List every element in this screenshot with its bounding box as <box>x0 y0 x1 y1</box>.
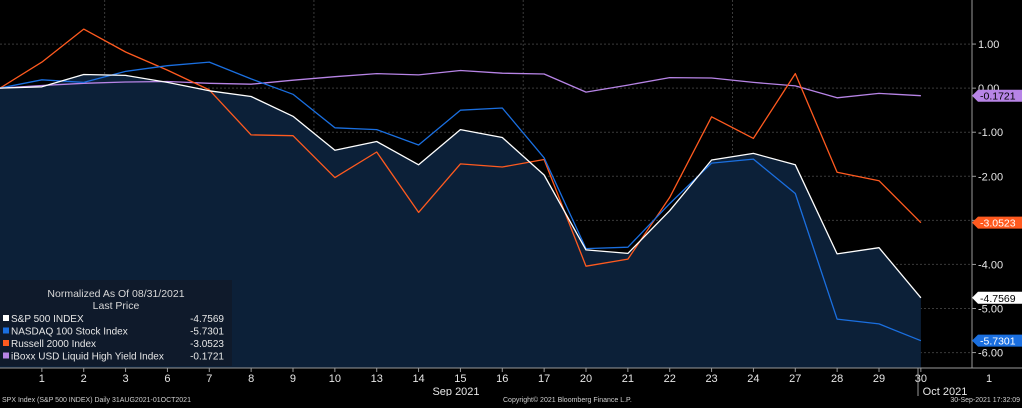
legend-series-value: -3.0523 <box>190 339 224 350</box>
x-tick-label: 8 <box>248 373 254 385</box>
x-tick-label: 20 <box>580 373 592 385</box>
last-value-tag-bg <box>972 89 1022 102</box>
footer-bar: SPX Index (S&P 500 INDEX) Daily 31AUG202… <box>0 396 1022 408</box>
x-tick-label: 27 <box>789 373 801 385</box>
x-tick-label: 16 <box>496 373 508 385</box>
y-tick-label: -1.00 <box>978 127 1003 139</box>
x-tick-label: 28 <box>831 373 843 385</box>
x-tick-label: 13 <box>371 373 383 385</box>
legend-series-name: iBoxx USD Liquid High Yield Index <box>11 352 164 363</box>
y-tick-label: -4.00 <box>978 259 1003 271</box>
last-value-tag-bg <box>972 334 1022 347</box>
y-tick-label: -6.00 <box>978 348 1003 360</box>
x-group-label: Oct 2021 <box>923 386 968 396</box>
last-value-tag-bg <box>972 216 1022 229</box>
x-tick-label: 22 <box>664 373 676 385</box>
last-value-tag: -3.0523 <box>972 216 1022 230</box>
footer-timestamp: 30-Sep-2021 17:32:09 <box>950 397 1020 404</box>
x-tick-label: 6 <box>164 373 170 385</box>
x-tick-label: 21 <box>622 373 634 385</box>
x-tick-label: 15 <box>454 373 466 385</box>
footer-copyright: Copyright© 2021 Bloomberg Finance L.P. <box>503 397 632 404</box>
series-line-iboxx-usd-liquid-high-yield-index <box>0 69 921 99</box>
footer-security-info: SPX Index (S&P 500 INDEX) Daily 31AUG202… <box>2 397 191 404</box>
x-tick-label: 1 <box>986 373 992 385</box>
last-value-tag-label: -3.0523 <box>980 218 1016 230</box>
y-tick-label: -5.00 <box>978 304 1003 316</box>
legend-swatch <box>3 340 9 346</box>
legend-series-name: S&P 500 INDEX <box>11 314 84 325</box>
x-tick-label: 29 <box>873 373 885 385</box>
legend-subtitle: Last Price <box>93 300 140 312</box>
legend-swatch <box>3 352 9 359</box>
x-tick-label: 17 <box>538 373 550 385</box>
last-value-tag-bg <box>972 291 1022 304</box>
legend-series-name: Russell 2000 Index <box>11 339 96 350</box>
x-group-label: Sep 2021 <box>432 386 479 396</box>
legend-swatch <box>3 315 9 321</box>
legend-swatch <box>3 327 9 334</box>
x-tick-label: 14 <box>412 373 424 385</box>
last-value-tag-label: -4.7569 <box>980 293 1016 305</box>
series-line-s-p-500-index <box>0 73 922 299</box>
last-value-tag: -0.1721 <box>972 89 1022 103</box>
last-value-tag-label: -5.7301 <box>980 336 1016 348</box>
y-tick-label: -2.00 <box>978 171 1003 183</box>
x-tick-label: 7 <box>206 373 212 385</box>
last-value-tag: -4.7569 <box>972 291 1022 305</box>
x-tick-label: 3 <box>123 373 129 385</box>
series-lines <box>0 28 922 342</box>
legend-series-value: -0.1721 <box>190 352 224 363</box>
legend-title: Normalized As Of 08/31/2021 <box>47 288 184 300</box>
x-tick-label: 9 <box>290 373 296 385</box>
legend-box <box>0 280 232 366</box>
axes: 1.000.00-1.00-2.00-3.00-4.00-5.00-6.00-4… <box>0 0 1022 396</box>
last-value-tag: -5.7301 <box>972 334 1022 348</box>
x-tick-label: 30 <box>915 373 927 385</box>
series-line-nasdaq-100-stock-index <box>0 61 922 342</box>
x-tick-label: 1 <box>39 373 45 385</box>
series-line-russell-2000-index <box>0 28 922 267</box>
legend-series-name: NASDAQ 100 Stock Index <box>11 327 128 338</box>
last-value-tag-label: -0.1721 <box>980 91 1016 103</box>
x-tick-label: 24 <box>747 373 759 385</box>
x-tick-label: 23 <box>705 373 717 385</box>
performance-line-chart: 1.000.00-1.00-2.00-3.00-4.00-5.00-6.00-4… <box>0 0 1022 396</box>
x-tick-label: 2 <box>81 373 87 385</box>
y-tick-label: 1.00 <box>978 39 999 51</box>
legend-series-value: -4.7569 <box>190 314 224 325</box>
x-tick-label: 10 <box>329 373 341 385</box>
legend-series-value: -5.7301 <box>190 327 224 338</box>
